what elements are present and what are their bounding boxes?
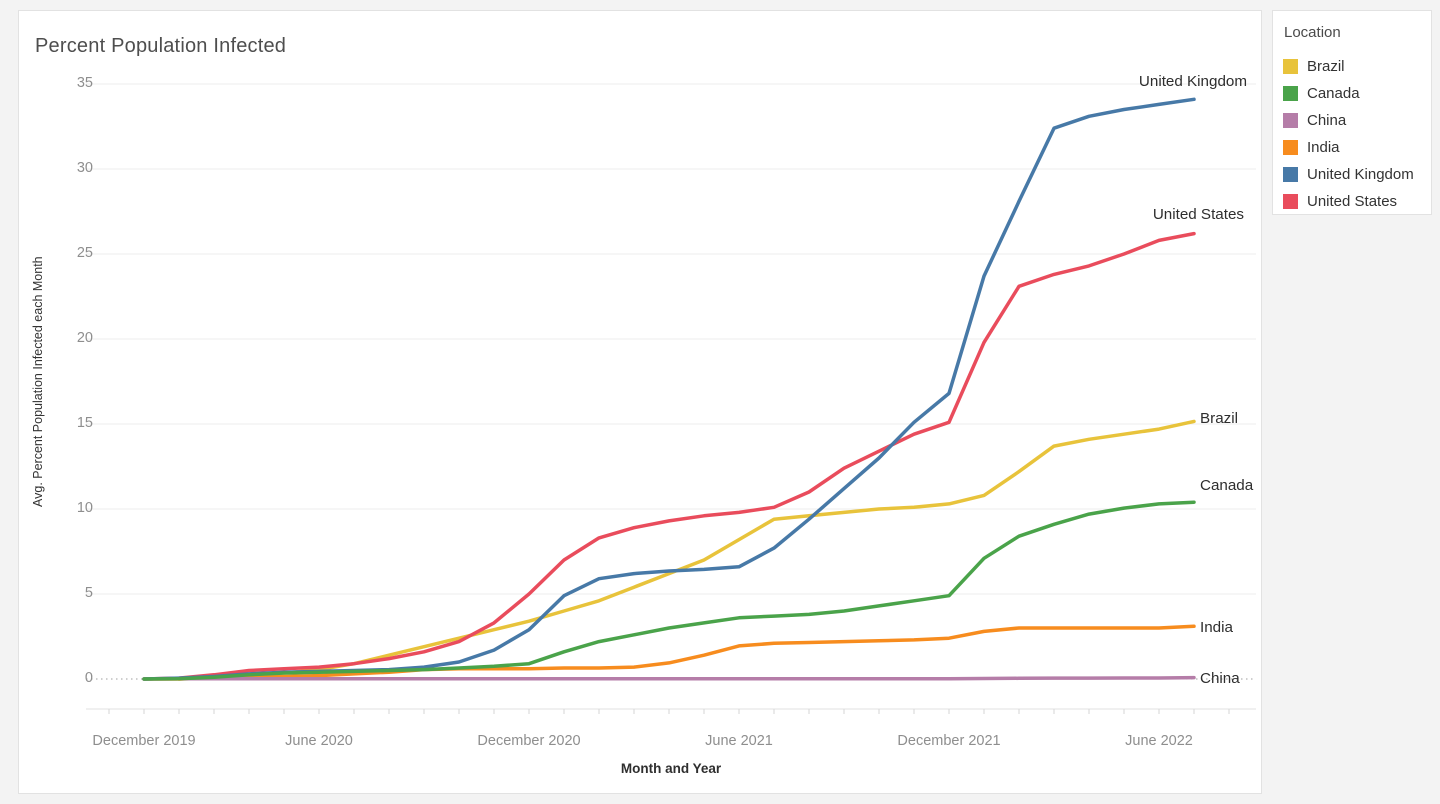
legend-item-label: Brazil [1307, 58, 1345, 75]
legend-swatch-icon [1283, 194, 1298, 209]
x-tick-label: December 2021 [897, 733, 1001, 749]
legend-item-list: Brazil Canada China India United Kingdom Unit… [1283, 53, 1421, 215]
legend-item-label: China [1307, 112, 1347, 129]
series-line-united-kingdom[interactable] [142, 97, 1196, 681]
chart-card: Percent Population Infected Avg. Percent… [18, 10, 1262, 794]
x-tick-label: December 2020 [477, 733, 581, 749]
y-tick-label: 15 [76, 415, 93, 431]
y-tick-label: 35 [76, 75, 93, 91]
y-tick-label: 5 [84, 585, 93, 601]
y-tick-label: 10 [76, 500, 93, 516]
y-tick-label: 20 [76, 330, 93, 346]
legend-swatch-icon [1283, 140, 1298, 155]
series-end-label-brazil: Brazil [1200, 410, 1238, 427]
series-end-label-united-kingdom: United Kingdom [1138, 73, 1247, 90]
legend-item-label: Canada [1307, 85, 1360, 102]
legend-item-united-states[interactable]: United States [1283, 188, 1421, 215]
x-axis-title: Month and Year [620, 761, 722, 776]
x-tick-label: December 2019 [92, 733, 196, 749]
x-tick-label: June 2021 [705, 733, 773, 749]
y-tick-label: 0 [84, 670, 93, 686]
legend-swatch-icon [1283, 59, 1298, 74]
legend-item-canada[interactable]: Canada [1283, 80, 1421, 107]
series-line-india[interactable] [142, 624, 1196, 681]
legend-item-united-kingdom[interactable]: United Kingdom [1283, 161, 1421, 188]
legend-swatch-icon [1283, 86, 1298, 101]
legend-swatch-icon [1283, 167, 1298, 182]
series-end-label-china: China [1200, 670, 1240, 687]
series-end-label-india: India [1200, 619, 1233, 636]
legend-title: Location [1284, 24, 1341, 41]
legend-item-india[interactable]: India [1283, 134, 1421, 161]
legend-item-china[interactable]: China [1283, 107, 1421, 134]
y-tick-label: 30 [76, 160, 93, 176]
legend-item-label: United Kingdom [1307, 166, 1414, 183]
legend-item-brazil[interactable]: Brazil [1283, 53, 1421, 80]
y-tick-label: 25 [76, 245, 93, 261]
series-line-china[interactable] [142, 675, 1196, 681]
legend-item-label: India [1307, 139, 1340, 156]
legend-item-label: United States [1307, 193, 1398, 210]
legend-swatch-icon [1283, 113, 1298, 128]
plot-area [86, 83, 1256, 714]
series-end-label-united-states: United States [1152, 206, 1244, 223]
series-line-united-states[interactable] [142, 231, 1196, 681]
x-tick-label: June 2022 [1125, 733, 1193, 749]
chart-title: Percent Population Infected [35, 35, 287, 57]
series-line-brazil[interactable] [177, 419, 1196, 681]
series-line-canada[interactable] [142, 500, 1196, 681]
series-end-label-canada: Canada [1200, 477, 1254, 494]
x-tick-label: June 2020 [285, 733, 353, 749]
legend: Location Brazil Canada China India United Ki… [1272, 10, 1432, 215]
